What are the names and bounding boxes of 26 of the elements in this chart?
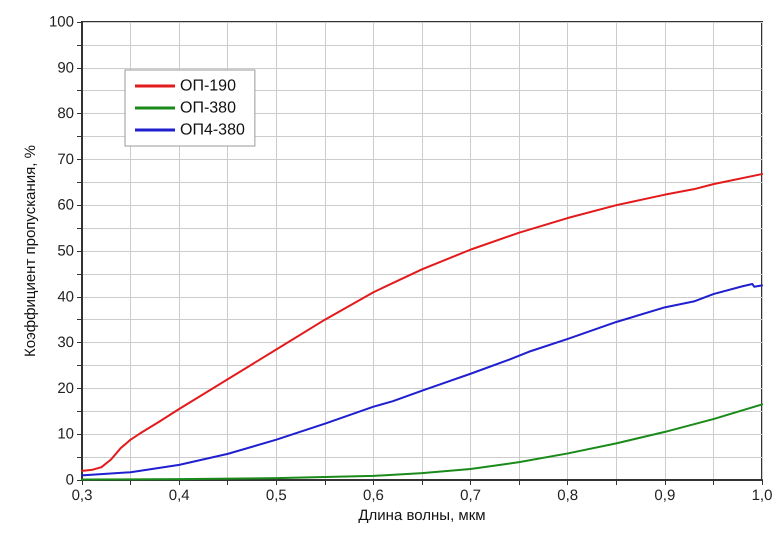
x-tick-label: 0,9 xyxy=(654,487,676,504)
x-tick-label: 0,3 xyxy=(72,487,92,504)
y-tick-label: 40 xyxy=(57,288,74,306)
x-tick-label: 1,0 xyxy=(752,487,772,504)
legend-label: ОП4-380 xyxy=(180,122,245,138)
legend-label: ОП-380 xyxy=(180,100,236,116)
y-tick-label: 10 xyxy=(57,426,74,443)
x-axis-title: Длина волны, мкм xyxy=(358,506,486,524)
y-tick-label: 80 xyxy=(57,105,74,122)
y-tick-label: 100 xyxy=(48,14,74,30)
y-tick-label: 0 xyxy=(66,472,74,488)
legend-label: ОП-190 xyxy=(180,78,236,94)
y-tick-label: 90 xyxy=(57,59,74,76)
line-series xyxy=(81,282,763,476)
x-tick-label: 0,7 xyxy=(460,487,481,504)
y-axis-title: Коэффициент пропускания, % xyxy=(22,145,40,357)
x-tick-label: 0,8 xyxy=(557,487,578,504)
y-tick-label: 30 xyxy=(57,334,74,352)
x-tick-label: 0,4 xyxy=(168,487,190,504)
y-tick-label: 60 xyxy=(57,196,74,214)
y-tick-label: 50 xyxy=(57,242,74,260)
y-tick-label: 70 xyxy=(57,150,74,168)
y-tick-label: 20 xyxy=(57,380,74,397)
line-series xyxy=(81,173,763,472)
x-tick-label: 0,5 xyxy=(266,487,287,504)
x-tick-label: 0,6 xyxy=(363,487,384,504)
